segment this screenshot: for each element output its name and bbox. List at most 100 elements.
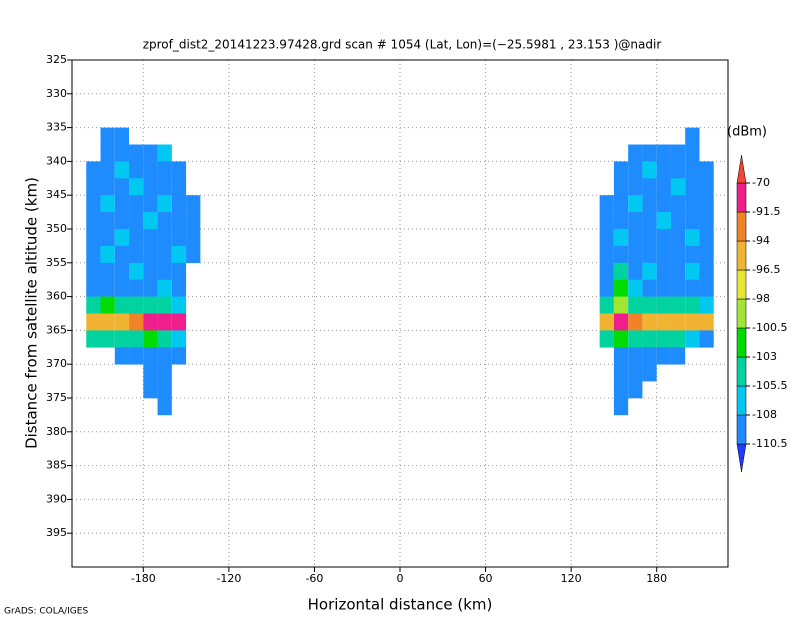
colorbar-box bbox=[736, 327, 747, 358]
colorbar-label: -98 bbox=[752, 292, 770, 305]
y-tick-label: 325 bbox=[46, 53, 67, 66]
heatmap-cell bbox=[129, 262, 144, 280]
heatmap-cell bbox=[143, 245, 158, 264]
heatmap-cell bbox=[143, 347, 158, 365]
heatmap-cell bbox=[670, 313, 686, 331]
heatmap-cell bbox=[699, 245, 714, 264]
heatmap-cell bbox=[86, 245, 101, 264]
heatmap-cell bbox=[699, 195, 714, 213]
colorbar-box bbox=[736, 298, 747, 329]
heatmap-cell bbox=[642, 279, 657, 297]
heatmap-cell bbox=[143, 330, 158, 348]
heatmap-cell bbox=[171, 313, 187, 331]
heatmap-cell bbox=[129, 161, 144, 179]
heatmap-cell bbox=[171, 347, 187, 365]
x-tick-label: 180 bbox=[646, 572, 667, 585]
heatmap-cell bbox=[613, 212, 629, 230]
heatmap-cell bbox=[613, 262, 629, 280]
x-tick-label: -60 bbox=[305, 572, 323, 585]
heatmap-cell bbox=[656, 313, 671, 331]
y-tick-label: 380 bbox=[46, 425, 67, 438]
heatmap-cell bbox=[613, 364, 629, 382]
heatmap-cell bbox=[143, 195, 158, 213]
heatmap-cell bbox=[599, 212, 614, 230]
heatmap-cell bbox=[171, 296, 187, 314]
heatmap-cell bbox=[642, 313, 657, 331]
heatmap-cell bbox=[129, 229, 144, 247]
heatmap-cell bbox=[656, 347, 671, 365]
heatmap-cell bbox=[143, 161, 158, 179]
heatmap-cell bbox=[628, 296, 643, 314]
heatmap-cell bbox=[685, 144, 700, 162]
heatmap-cell bbox=[157, 245, 172, 264]
heatmap-cell bbox=[699, 330, 714, 348]
heatmap-cell bbox=[670, 144, 686, 162]
heatmap-cell bbox=[86, 229, 101, 247]
credit: GrADS: COLA/IGES bbox=[4, 607, 88, 617]
heatmap-cell bbox=[599, 330, 614, 348]
heatmap-cell bbox=[656, 144, 671, 162]
heatmap-cell bbox=[114, 347, 130, 365]
colorbar-label: -110.5 bbox=[752, 437, 787, 450]
heatmap-cell bbox=[628, 212, 643, 230]
heatmap-cell bbox=[186, 212, 201, 230]
heatmap-cell bbox=[642, 364, 657, 382]
heatmap-cell bbox=[157, 212, 172, 230]
heatmap-cell bbox=[613, 347, 629, 365]
heatmap-cell bbox=[143, 178, 158, 196]
heatmap-cell bbox=[685, 178, 700, 196]
heatmap-cell bbox=[685, 161, 700, 179]
heatmap-cell bbox=[143, 313, 158, 331]
colorbar-box bbox=[736, 240, 747, 271]
heatmap-cell bbox=[699, 313, 714, 331]
colorbar-label: -100.5 bbox=[752, 321, 787, 334]
colorbar-unit: (dBm) bbox=[727, 125, 767, 140]
heatmap-cell bbox=[628, 381, 643, 399]
heatmap-cell bbox=[157, 144, 172, 162]
heatmap-cell bbox=[685, 296, 700, 314]
heatmap-cell bbox=[642, 245, 657, 264]
heatmap-cell bbox=[114, 127, 130, 145]
heatmap-cell bbox=[656, 195, 671, 213]
heatmap-cell bbox=[628, 195, 643, 213]
y-tick-label: 385 bbox=[46, 459, 67, 472]
heatmap-cell bbox=[628, 178, 643, 196]
heatmap-cell bbox=[670, 347, 686, 365]
heatmap-cell bbox=[100, 212, 115, 230]
heatmap-cell bbox=[628, 313, 643, 331]
heatmap-cell bbox=[114, 262, 130, 280]
heatmap-cell bbox=[100, 313, 115, 331]
heatmap-cell bbox=[157, 330, 172, 348]
y-tick-label: 365 bbox=[46, 323, 67, 336]
heatmap-cell bbox=[670, 296, 686, 314]
x-tick-label: -120 bbox=[216, 572, 241, 585]
heatmap-cell bbox=[100, 279, 115, 297]
y-tick-label: 370 bbox=[46, 357, 67, 370]
x-tick-label: 60 bbox=[479, 572, 493, 585]
heatmap-cell bbox=[656, 245, 671, 264]
heatmap-cell bbox=[613, 178, 629, 196]
heatmap-cell bbox=[86, 313, 101, 331]
heatmap-cell bbox=[157, 296, 172, 314]
heatmap-cell bbox=[670, 279, 686, 297]
heatmap-cell bbox=[642, 330, 657, 348]
heatmap-cell bbox=[656, 178, 671, 196]
heatmap-cell bbox=[143, 381, 158, 399]
heatmap-cell bbox=[129, 178, 144, 196]
colorbar-box bbox=[736, 182, 747, 213]
heatmap-cell bbox=[143, 262, 158, 280]
heatmap-cell bbox=[613, 381, 629, 399]
heatmap-cell bbox=[157, 195, 172, 213]
y-tick-label: 395 bbox=[46, 526, 67, 539]
heatmap-cell bbox=[157, 313, 172, 331]
heatmap-cell bbox=[628, 262, 643, 280]
heatmap-cell bbox=[685, 279, 700, 297]
y-tick-label: 345 bbox=[46, 188, 67, 201]
heatmap-cell bbox=[599, 245, 614, 264]
y-tick-label: 375 bbox=[46, 391, 67, 404]
heatmap-cell bbox=[100, 296, 115, 314]
heatmap-cell bbox=[642, 161, 657, 179]
heatmap-cell bbox=[86, 279, 101, 297]
heatmap-cell bbox=[100, 330, 115, 348]
